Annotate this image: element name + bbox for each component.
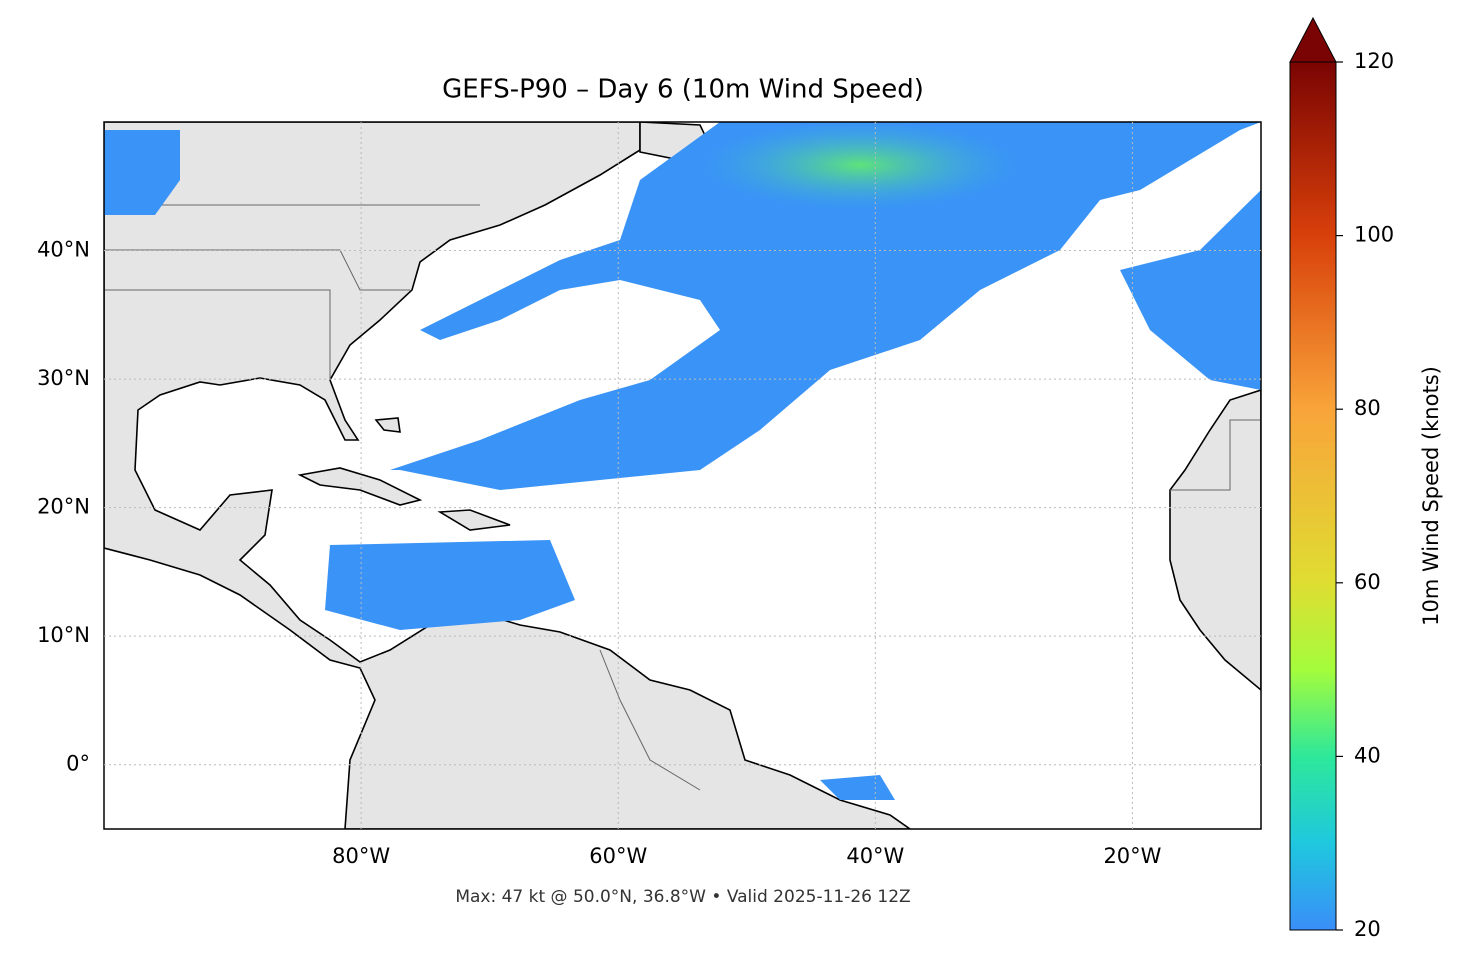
- bahamas: [374, 417, 401, 433]
- y-tick-label: 20°N: [37, 495, 90, 519]
- wind-field: [820, 775, 895, 800]
- x-tick-label: 60°W: [589, 844, 647, 868]
- colorbar-tick-label: 20: [1354, 917, 1381, 941]
- borders: [1170, 419, 1261, 491]
- borders: [104, 249, 410, 291]
- hispaniola: [437, 509, 511, 531]
- y-tick-label: 0°: [66, 752, 90, 776]
- caption: Max: 47 kt @ 50.0°N, 36.8°W • Valid 2025…: [455, 887, 910, 907]
- map-frame: [103, 121, 1262, 830]
- land-africa: [1169, 389, 1261, 692]
- colorbar-extend: [1289, 16, 1337, 63]
- x-tick-label: 20°W: [1103, 844, 1161, 868]
- y-tick-label: 10°N: [37, 623, 90, 647]
- borders: [104, 289, 331, 380]
- x-tick-label: 40°W: [846, 844, 904, 868]
- borders: [599, 649, 701, 791]
- land-americas: [104, 122, 912, 829]
- colorbar-tick-label: 100: [1354, 223, 1394, 247]
- map-title: GEFS-P90 – Day 6 (10m Wind Speed): [442, 75, 924, 105]
- colorbar-tick-label: 80: [1354, 396, 1381, 420]
- x-tick-label: 80°W: [332, 844, 390, 868]
- wind-field: [325, 540, 575, 630]
- colorbar: [1289, 61, 1337, 931]
- colorbar-tick-label: 40: [1354, 743, 1381, 767]
- wind-maximum: [700, 122, 1020, 210]
- y-tick-label: 40°N: [37, 238, 90, 262]
- map-area: [104, 122, 1261, 829]
- wind-field: [390, 122, 1261, 490]
- wind-field: [1120, 190, 1261, 390]
- colorbar-tick-label: 120: [1354, 49, 1394, 73]
- wind-field: [104, 130, 180, 215]
- y-tick-label: 30°N: [37, 366, 90, 390]
- colorbar-tick-label: 60: [1354, 570, 1381, 594]
- cuba: [297, 467, 423, 506]
- colorbar-label: 10m Wind Speed (knots): [1419, 366, 1443, 626]
